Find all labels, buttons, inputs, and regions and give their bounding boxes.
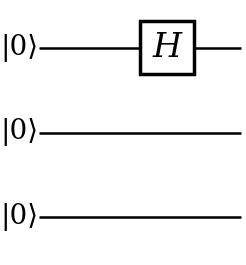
Text: |0⟩: |0⟩: [1, 118, 39, 147]
Text: |0⟩: |0⟩: [1, 34, 39, 62]
Text: H: H: [153, 32, 182, 64]
Bar: [140, 21, 194, 74]
Text: |0⟩: |0⟩: [1, 203, 39, 231]
